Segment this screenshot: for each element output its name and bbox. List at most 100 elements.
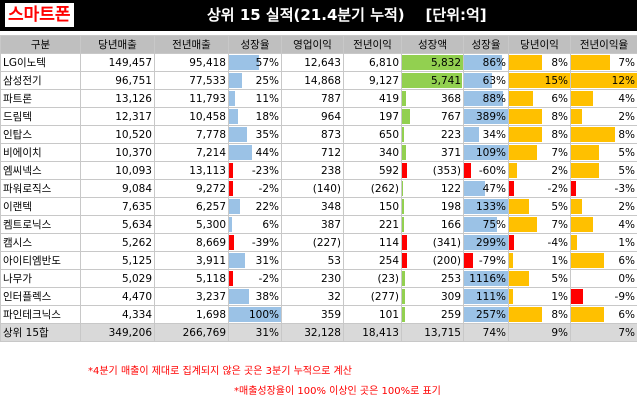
data-bar: [571, 73, 637, 88]
rate-cell: 1116%: [463, 269, 509, 288]
cell-value: 767: [440, 110, 461, 123]
rev-cell: 96,751: [80, 71, 155, 90]
growth-cell: -39%: [228, 233, 282, 252]
rate-cell: 47%: [463, 179, 509, 198]
table-row: 캠시스 5,262 8,669 -39% (227) 114 (341) 299% -4% 1%: [0, 233, 637, 252]
data-bar: [402, 55, 463, 70]
op-cell: 32: [281, 287, 344, 306]
company-name: 인터플렉스: [0, 287, 81, 306]
amt-cell: 5,741: [401, 71, 464, 90]
cell-value: -4%: [547, 236, 568, 249]
col-header: 성장율: [463, 35, 509, 54]
data-bar: [402, 145, 406, 160]
company-name: 파워로직스: [0, 179, 81, 198]
prev-rev-cell: 8,669: [154, 233, 229, 252]
cell-value: 8%: [618, 128, 635, 141]
prev-rev-cell: 11,793: [154, 89, 229, 108]
data-bar: [464, 145, 508, 160]
cell-value: 7%: [551, 146, 568, 159]
data-bar: [229, 163, 234, 178]
data-bar: [229, 73, 242, 88]
col-header: 당년매출: [80, 35, 155, 54]
data-bar: [229, 217, 233, 232]
cur-margin-cell: 6%: [508, 89, 571, 108]
data-bar: [509, 163, 518, 178]
cell-value: 35%: [255, 128, 279, 141]
amt-cell: 767: [401, 107, 464, 126]
company-name: 이랜텍: [0, 197, 81, 216]
prev-op-cell: 419: [343, 89, 402, 108]
prev-margin-cell: 8%: [570, 125, 637, 144]
table-row: 인탑스 10,520 7,778 35% 873 650 223 34% 8% 8%: [0, 125, 637, 144]
company-name: 캠시스: [0, 233, 81, 252]
cell-value: -60%: [478, 164, 506, 177]
data-bar: [509, 181, 514, 196]
prev-op-cell: 592: [343, 161, 402, 180]
rate-cell: 86%: [463, 53, 509, 72]
growth-cell: 38%: [228, 287, 282, 306]
cell-value: 75%: [482, 218, 506, 231]
rate-cell: 109%: [463, 143, 509, 162]
cell-value: 122: [440, 182, 461, 195]
data-bar: [509, 73, 570, 88]
op-cell: 787: [281, 89, 344, 108]
prev-margin-cell: -9%: [570, 287, 637, 306]
data-bar: [571, 145, 599, 160]
rev-cell: 5,125: [80, 251, 155, 270]
cur-margin-cell: 7%: [508, 215, 571, 234]
table-row: 파트론 13,126 11,793 11% 787 419 368 88% 6% 4%: [0, 89, 637, 108]
data-bar: [464, 55, 502, 70]
data-bar: [229, 181, 234, 196]
footnote-2: *매출성장율이 100% 이상인 곳은 100%로 표기: [234, 386, 441, 397]
data-bar: [509, 217, 538, 232]
cell-value: (353): [432, 164, 461, 177]
rev-cell: 4,334: [80, 305, 155, 324]
cur-margin-cell: 2%: [508, 161, 571, 180]
table-row: 파워로직스 9,084 9,272 -2% (140) (262) 122 47% -2% -3%: [0, 179, 637, 198]
data-bar: [229, 253, 246, 268]
cell-value: 7%: [618, 56, 635, 69]
data-bar: [229, 145, 252, 160]
table-row: 이랜텍 7,635 6,257 22% 348 150 198 133% 5% 2%: [0, 197, 637, 216]
cur-margin-cell: 5%: [508, 269, 571, 288]
data-bar: [571, 127, 615, 142]
cell-value: -3%: [614, 182, 635, 195]
cell-value: 1%: [551, 290, 568, 303]
rev-cell: 149,457: [80, 53, 155, 72]
data-bar: [402, 253, 407, 268]
company-name: 엠씨넥스: [0, 161, 81, 180]
table-row: 아이티엠반도 5,125 3,911 31% 53 254 (200) -79% 1% 6%: [0, 251, 637, 270]
cell-value: 4%: [618, 218, 635, 231]
prev-op-cell: 650: [343, 125, 402, 144]
prev-op-cell: 18,413: [343, 323, 402, 342]
prev-rev-cell: 3,237: [154, 287, 229, 306]
data-bar: [229, 199, 241, 214]
amt-cell: 166: [401, 215, 464, 234]
cell-value: 259: [440, 308, 461, 321]
cell-value: 257%: [475, 308, 506, 321]
data-bar: [229, 91, 235, 106]
prev-margin-cell: -3%: [570, 179, 637, 198]
cell-value: 2%: [618, 200, 635, 213]
data-bar: [571, 91, 593, 106]
data-bar: [229, 235, 235, 250]
cell-value: 5%: [551, 200, 568, 213]
prev-rev-cell: 5,300: [154, 215, 229, 234]
data-bar: [464, 271, 508, 286]
rate-cell: 74%: [463, 323, 509, 342]
cell-value: 15%: [544, 74, 568, 87]
rev-cell: 13,126: [80, 89, 155, 108]
data-bar: [464, 199, 508, 214]
rate-cell: 299%: [463, 233, 509, 252]
prev-rev-cell: 266,769: [154, 323, 229, 342]
rev-cell: 10,093: [80, 161, 155, 180]
rev-cell: 7,635: [80, 197, 155, 216]
amt-cell: 253: [401, 269, 464, 288]
growth-cell: 31%: [228, 323, 282, 342]
company-name: 드림텍: [0, 107, 81, 126]
rev-cell: 4,470: [80, 287, 155, 306]
table-row: 드림텍 12,317 10,458 18% 964 197 767 389% 8% 2%: [0, 107, 637, 126]
prev-rev-cell: 3,911: [154, 251, 229, 270]
data-bar: [229, 109, 239, 124]
rate-cell: 133%: [463, 197, 509, 216]
